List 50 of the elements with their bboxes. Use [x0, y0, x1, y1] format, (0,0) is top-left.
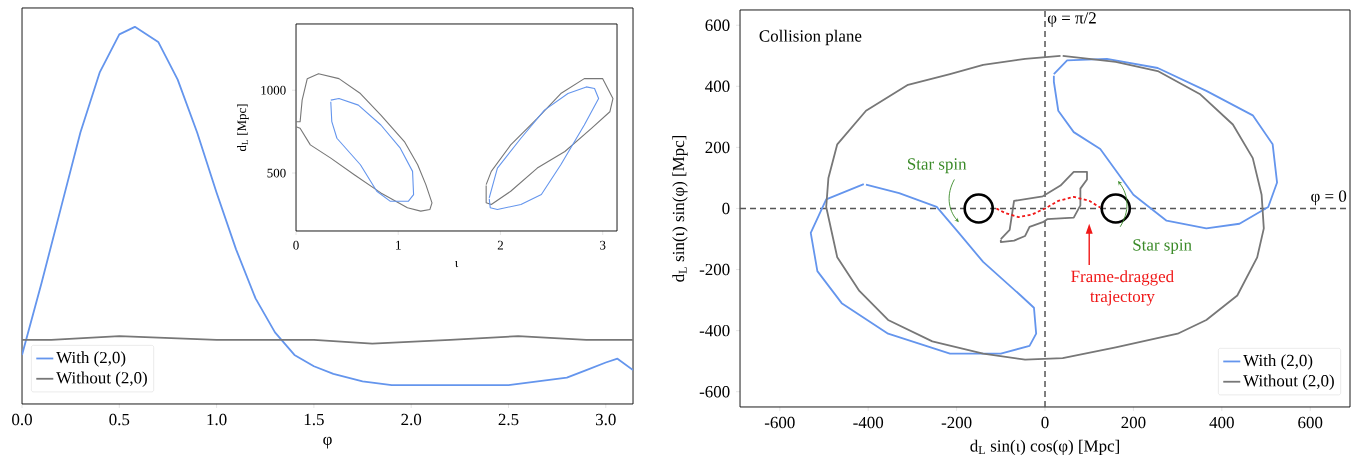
annotation: Star spin — [1133, 239, 1192, 255]
x-tick-label: 200 — [1121, 416, 1146, 429]
x-tick-label: -400 — [853, 416, 884, 429]
x-axis-title: d$_{L}$ sin(ι) cos(φ) [Mpc] — [970, 439, 1119, 456]
x-tick-label: 0 — [1041, 416, 1049, 429]
x-tick-label: -200 — [941, 416, 972, 429]
x-tick-label: 400 — [1209, 416, 1234, 429]
x-tick-label: 3.0 — [596, 413, 616, 426]
line-series — [485, 78, 614, 206]
x-axis-title: φ — [323, 436, 332, 449]
x-tick-label: 1.0 — [207, 413, 227, 426]
y-tick-label: -200 — [699, 263, 730, 276]
line-series — [1052, 57, 1278, 230]
x-tick-label: -600 — [764, 416, 795, 429]
x-tick-label: 1 — [396, 240, 401, 250]
y-tick-label: -600 — [699, 386, 730, 398]
y-axis-title: d$_{L}$ [Mpc] — [237, 104, 249, 152]
ref-line-label: φ = π/2 — [1047, 12, 1096, 27]
legend-label: Without (2,0) — [56, 371, 147, 387]
x-tick-label: 2.0 — [401, 413, 422, 426]
y-tick-label: -400 — [699, 324, 730, 337]
legend-label: With (2,0) — [1243, 354, 1313, 370]
y-axis-title: d$_{L}$ sin(ι) sin(φ) [Mpc] — [672, 135, 688, 282]
y-tick-label: 600 — [705, 19, 730, 31]
line-series — [999, 170, 1088, 243]
line-series — [488, 86, 600, 210]
annotation: Star spin — [907, 158, 967, 174]
x-tick-label: 3 — [600, 240, 606, 250]
annotation: Frame-dragged trajectory — [1071, 270, 1174, 306]
annotation: Collision plane — [759, 29, 862, 46]
ref-line-label: φ = 0 — [1311, 190, 1347, 206]
x-tick-label: 600 — [1298, 416, 1323, 429]
x-tick-label: 0 — [293, 240, 299, 250]
x-tick-label: 0.0 — [12, 413, 32, 426]
y-tick-label: 400 — [705, 80, 730, 93]
x-tick-label: 2 — [497, 240, 503, 250]
legend-label: With (2,0) — [56, 351, 126, 367]
y-tick-label: 200 — [705, 141, 730, 154]
line-series — [330, 97, 415, 202]
legend-label: Without (2,0) — [1243, 374, 1334, 390]
x-axis-title: ι — [455, 261, 459, 268]
x-tick-label: 2.5 — [498, 413, 519, 426]
line-series — [296, 73, 433, 212]
line-series — [809, 183, 1038, 355]
x-tick-label: 0.5 — [109, 413, 130, 426]
y-tick-label: 0 — [722, 202, 730, 215]
line-series — [995, 195, 1102, 218]
y-tick-label: 1000 — [261, 85, 286, 95]
x-tick-label: 1.5 — [304, 413, 324, 426]
y-tick-label: 500 — [267, 168, 286, 178]
